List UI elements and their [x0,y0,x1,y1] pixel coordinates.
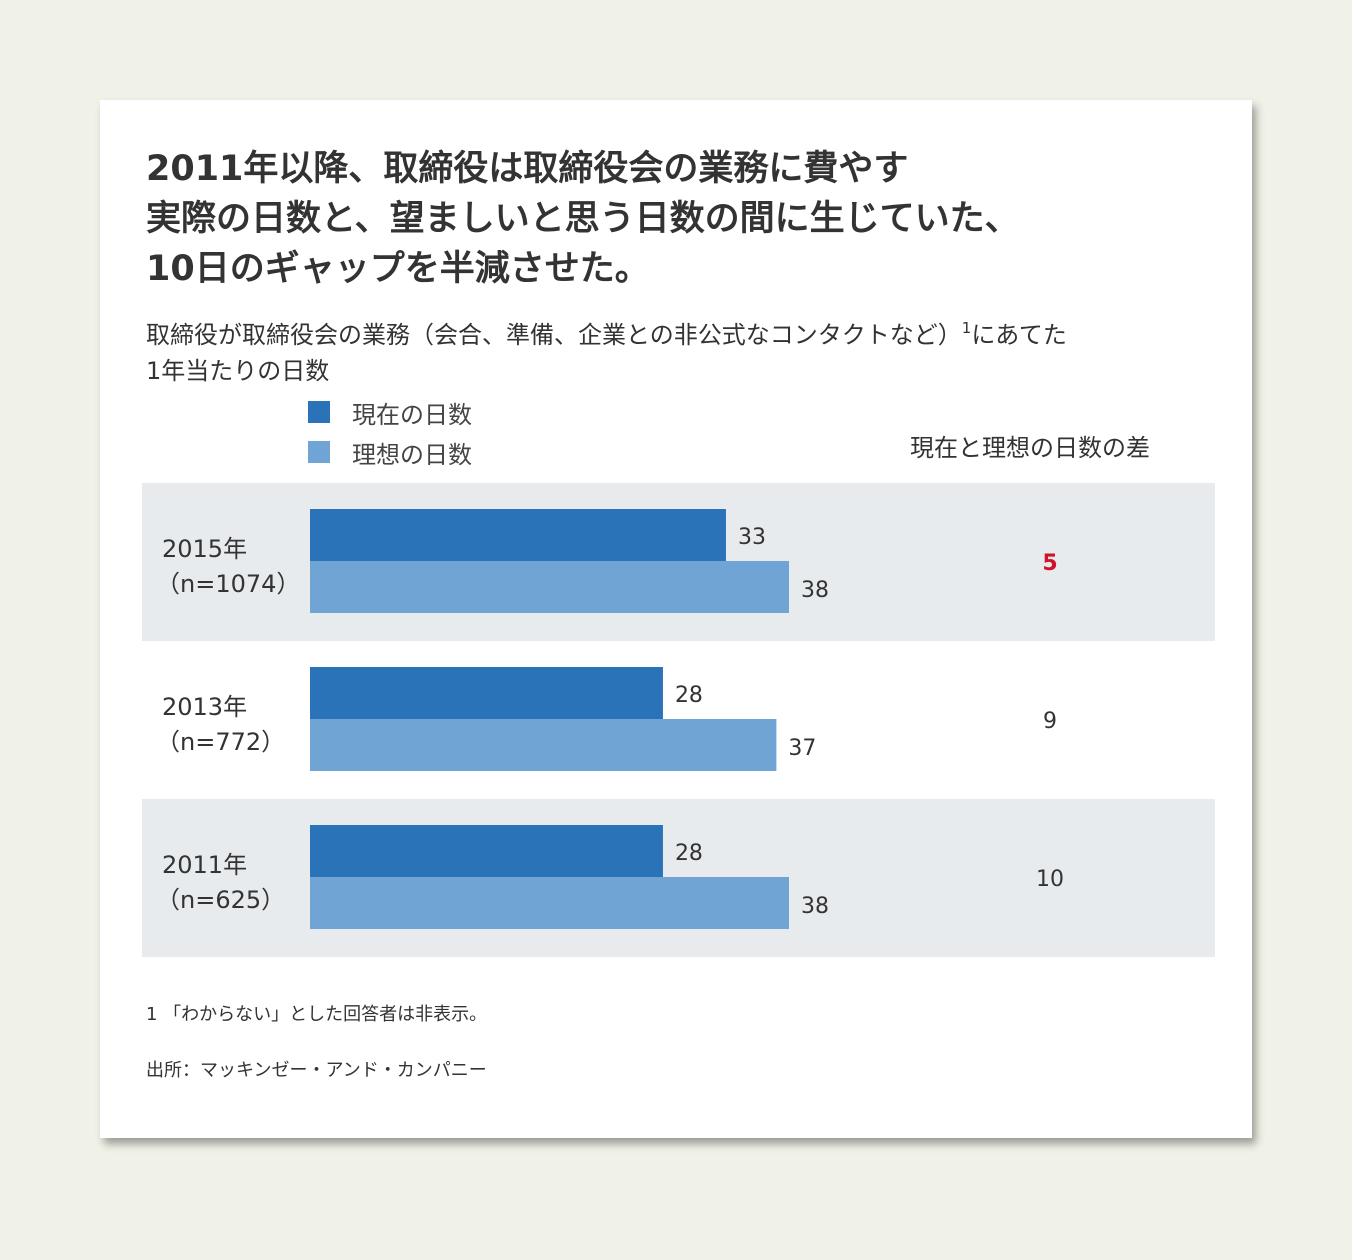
data-label-current: 28 [675,841,703,866]
chart-card: 2011年以降、取締役は取締役会の業務に費やす 実際の日数と、望ましいと思う日数… [100,100,1252,1138]
bar-current [310,825,663,877]
legend-swatch-ideal [308,441,330,463]
bar-ideal [310,719,777,771]
subtitle-line-1: 取締役が取締役会の業務（会合、準備、企業との非公式なコンタクトなど）1にあてた [146,310,1067,353]
category-label-year: 2013年 [162,693,247,721]
difference-value: 5 [1042,551,1057,576]
legend-item-current: 現在の日数 [308,392,472,432]
data-label-ideal: 38 [801,578,829,603]
legend-swatch-current [308,401,330,423]
data-label-ideal: 37 [788,736,816,761]
data-label-current: 28 [675,683,703,708]
bar-ideal [310,561,789,613]
category-label-n: （n=772） [156,728,285,756]
data-label-current: 33 [738,525,766,550]
legend-item-ideal: 理想の日数 [308,432,472,472]
chart-subtitle: 取締役が取締役会の業務（会合、準備、企業との非公式なコンタクトなど）1にあてた … [146,310,1067,389]
difference-value: 9 [1043,709,1057,734]
bar-current [310,667,663,719]
bar-ideal [310,877,789,929]
difference-value: 10 [1036,867,1064,892]
chart-title: 2011年以降、取締役は取締役会の業務に費やす 実際の日数と、望ましいと思う日数… [146,144,1020,294]
title-line-3: 10日のギャップを半減させた。 [146,249,650,289]
title-line-2: 実際の日数と、望ましいと思う日数の間に生じていた、 [146,199,1020,239]
subtitle-text-end: にあてた [971,321,1067,349]
subtitle-line-2: 1年当たりの日数 [146,357,330,385]
source-note: 出所：マッキンゼー・アンド・カンパニー [146,1060,487,1081]
footnote-marker: 1 [961,319,972,337]
bar-current [310,509,726,561]
footnote: 1 「わからない」とした回答者は非表示。 [146,1004,488,1025]
category-label-n: （n=625） [156,886,285,914]
legend: 現在の日数 理想の日数 [308,392,472,472]
data-label-ideal: 38 [801,894,829,919]
legend-label-ideal: 理想の日数 [352,440,472,469]
legend-label-current: 現在の日数 [352,400,472,429]
difference-column-header: 現在と理想の日数の差 [910,434,1150,462]
title-line-1: 2011年以降、取締役は取締役会の業務に費やす [146,149,909,189]
subtitle-text: 取締役が取締役会の業務（会合、準備、企業との非公式なコンタクトなど） [146,321,962,349]
category-label-n: （n=1074） [156,570,300,598]
category-label-year: 2015年 [162,535,247,563]
bar-chart: 2015年 （n=1074） 33 38 5 2013年 （n=772） 28 37 9 2011年… [142,483,1215,957]
category-label-year: 2011年 [162,851,247,879]
